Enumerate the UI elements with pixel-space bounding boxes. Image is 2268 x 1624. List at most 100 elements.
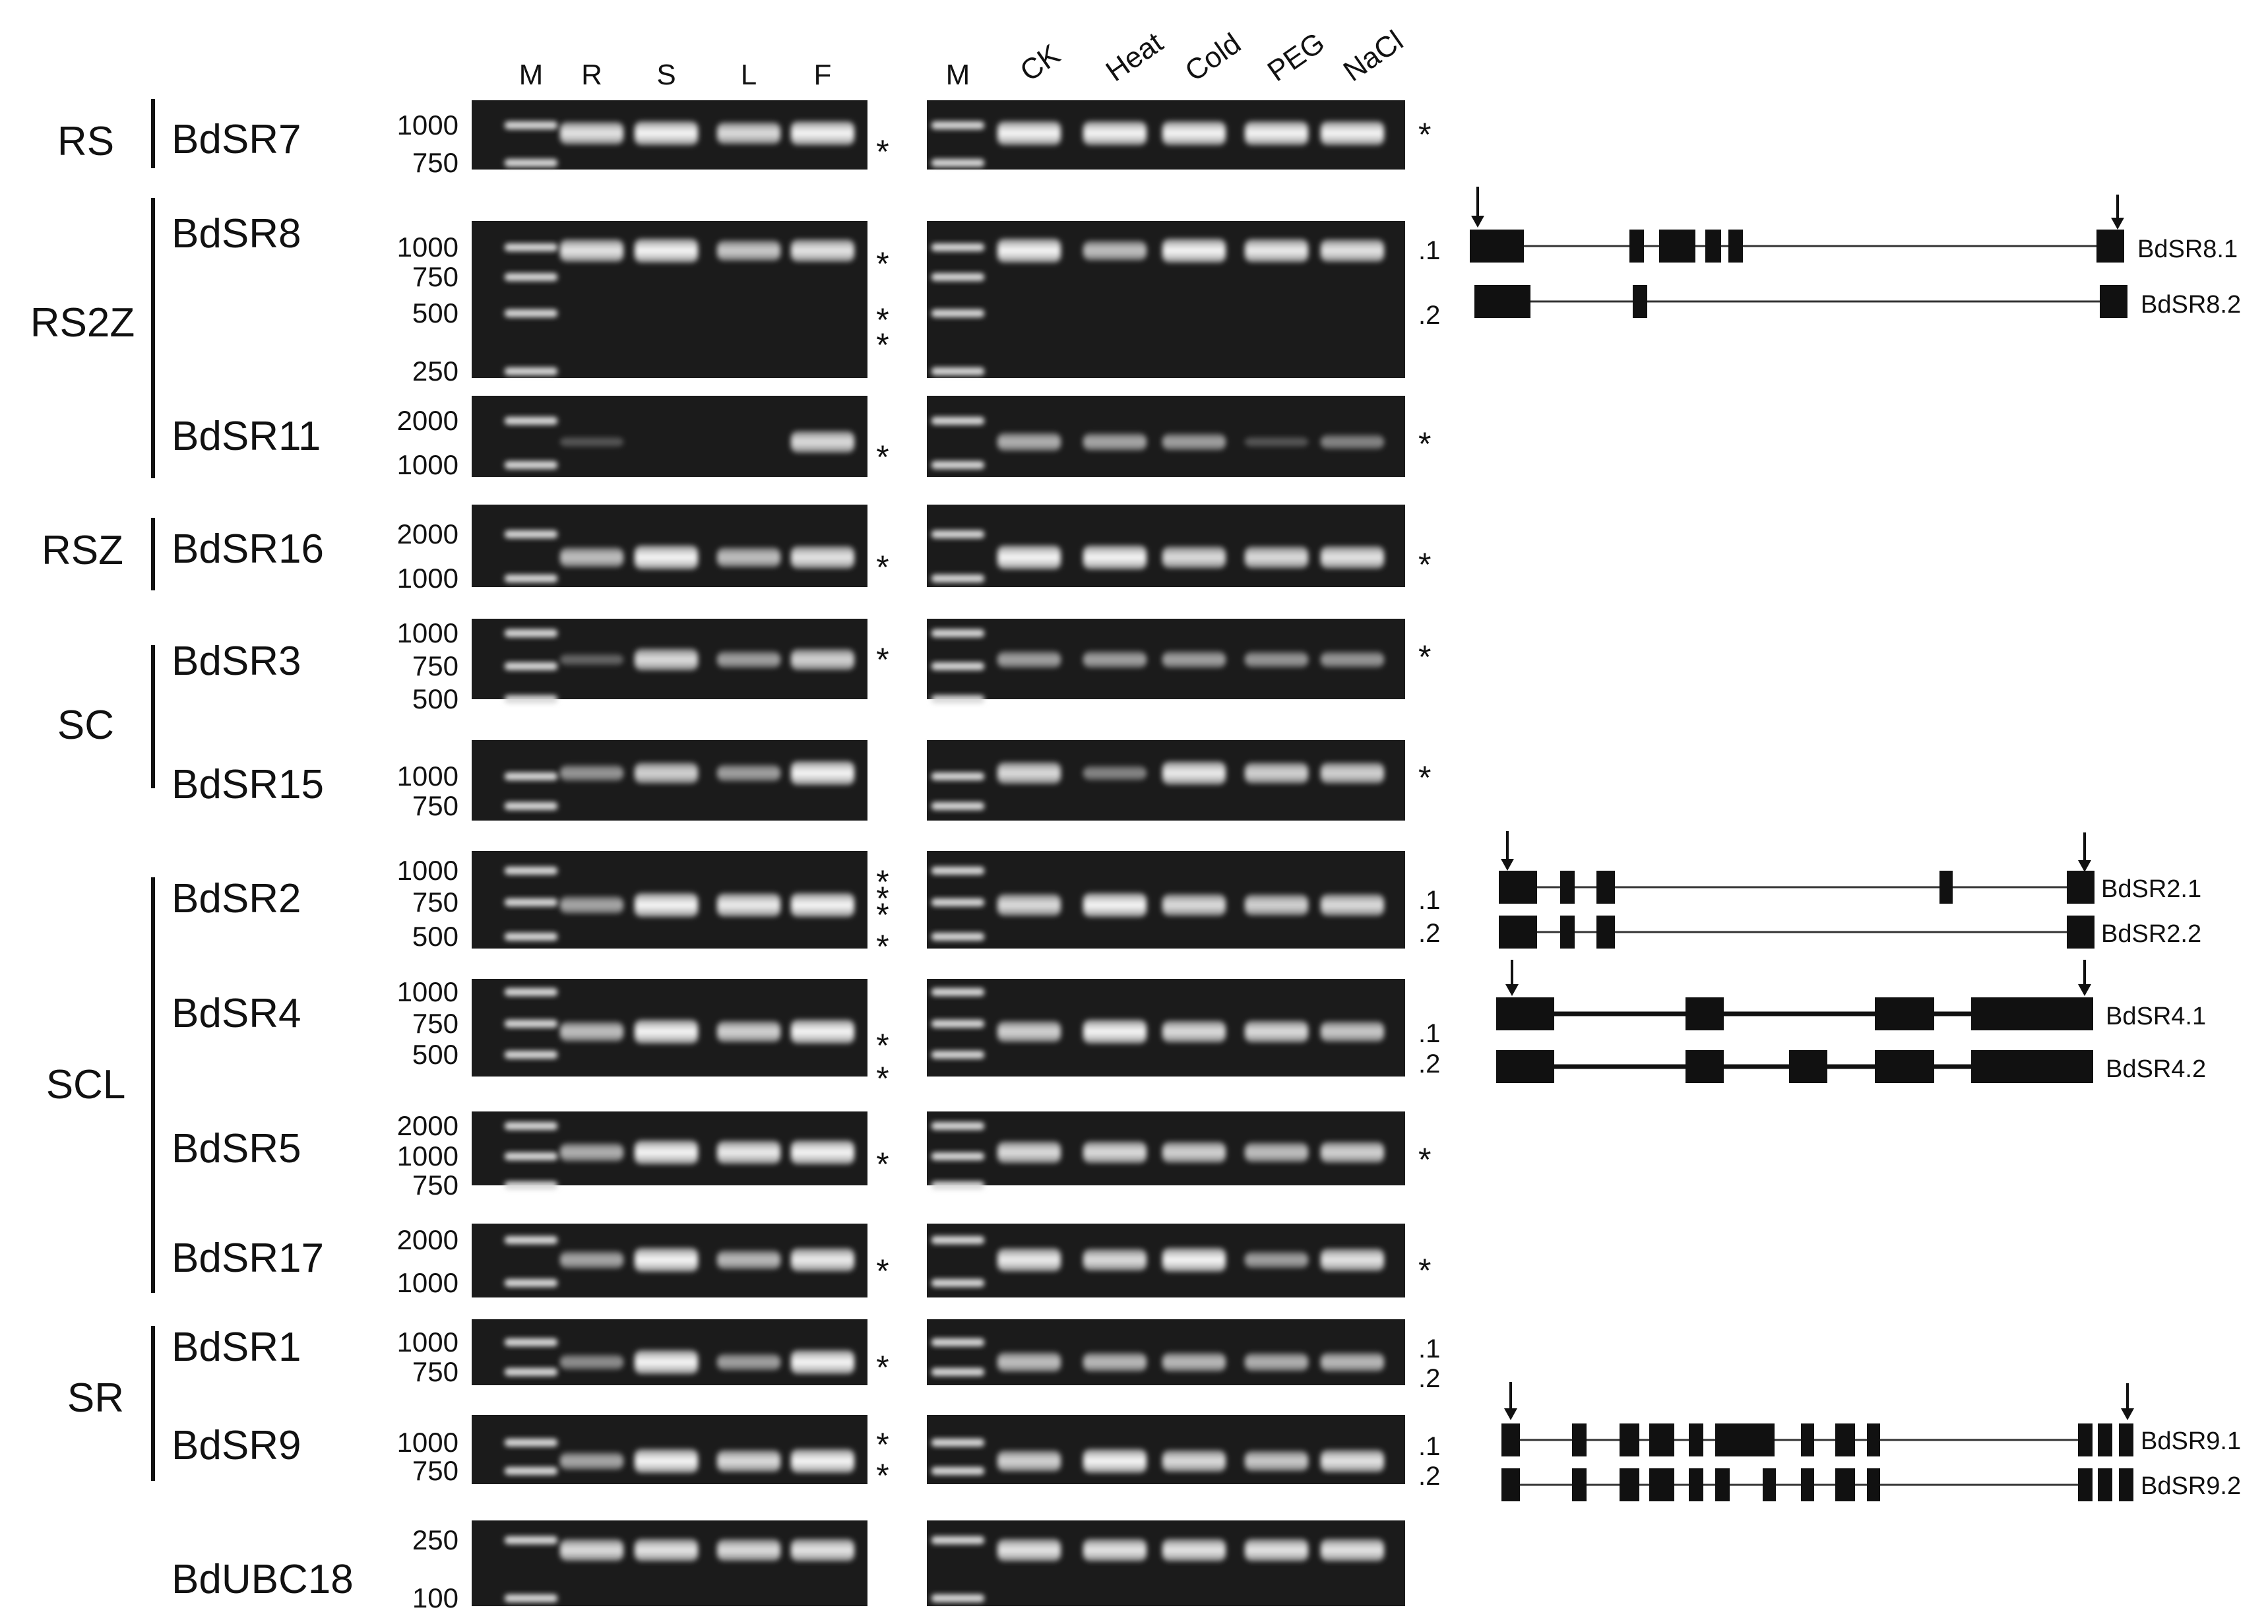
gel-background xyxy=(927,1415,1405,1484)
ladder-band xyxy=(505,1594,557,1602)
sample-band xyxy=(1245,437,1308,447)
sample-band xyxy=(1083,121,1147,145)
gel-panel-tissue xyxy=(472,1111,867,1189)
sample-band xyxy=(1162,239,1226,263)
sample-band xyxy=(635,648,698,671)
sample-band xyxy=(1245,1451,1308,1472)
ladder-band xyxy=(931,159,984,167)
gene-name: BdSR16 xyxy=(172,526,324,572)
sample-band xyxy=(791,1350,854,1374)
ladder-band xyxy=(505,1536,557,1544)
isoform-mark: * xyxy=(1418,425,1431,462)
isoform-asterisk: * xyxy=(876,863,889,900)
ladder-band xyxy=(931,417,984,425)
lane-label-stress-1: CK xyxy=(1015,38,1066,88)
ladder-band xyxy=(931,1279,984,1287)
sample-band xyxy=(717,651,780,668)
gel-background xyxy=(472,1520,867,1606)
sample-band xyxy=(1162,1352,1226,1372)
size-marker-label: 500 xyxy=(412,921,458,952)
isoform-mark: * xyxy=(1418,639,1431,675)
isoform-mark: * xyxy=(1418,1252,1431,1289)
gel-panel-stress xyxy=(927,1319,1405,1385)
size-marker-label: 1000 xyxy=(397,1267,458,1298)
ladder-band xyxy=(931,1536,984,1544)
ladder-band xyxy=(505,867,557,875)
sample-band xyxy=(1321,121,1384,145)
subfamily-groups: RS RS2Z RSZ SC SCL SR xyxy=(30,99,155,1481)
isoform-asterisk: * xyxy=(876,1146,889,1183)
sample-band xyxy=(1321,239,1384,262)
sample-band xyxy=(791,121,854,145)
sample-band xyxy=(717,1354,780,1371)
sample-band xyxy=(1083,1539,1147,1561)
gel-panel-stress xyxy=(927,1224,1405,1297)
sample-band xyxy=(1245,1353,1308,1371)
size-marker-label: 1000 xyxy=(397,1327,458,1358)
sample-band xyxy=(997,762,1061,784)
ladder-band xyxy=(505,1368,557,1376)
ladder-band xyxy=(505,530,557,538)
sample-band xyxy=(1162,546,1226,569)
gel-panel-stress xyxy=(927,221,1405,378)
gel-panel-tissue xyxy=(472,1224,867,1297)
stress-lane-headers: M CK Heat Cold PEG NaCl xyxy=(946,24,1409,91)
lane-label-tissue-1: R xyxy=(581,59,602,91)
isoform-asterisk: * xyxy=(876,327,889,363)
gel-panel-tissue xyxy=(472,221,867,378)
isoform-mark: * xyxy=(1418,1141,1431,1178)
gene-structure-bdsr4: BdSR4.1 BdSR4.2 xyxy=(1496,960,2206,1083)
isoform-mark: * xyxy=(1418,546,1431,583)
sample-band xyxy=(560,1452,623,1470)
ladder-band xyxy=(931,1152,984,1160)
isoform-mark: .2 xyxy=(1418,1364,1440,1393)
gel-row-bdsr11: BdSR11 2000 1000 * * xyxy=(172,396,1431,480)
isoform-mark: .2 xyxy=(1418,1049,1440,1078)
sample-band xyxy=(997,433,1061,451)
sample-band xyxy=(635,763,698,784)
sample-band xyxy=(1083,433,1147,451)
sample-band xyxy=(1245,894,1308,916)
isoform-mark: * xyxy=(1418,116,1431,153)
sample-band xyxy=(1083,1020,1147,1044)
isoform-label-bdsr2-2: BdSR2.2 xyxy=(2101,920,2201,948)
gel-panel-tissue xyxy=(472,851,867,949)
gel-panel-stress xyxy=(927,851,1405,949)
group-label-sr: SR xyxy=(67,1375,124,1421)
sample-band xyxy=(635,1539,698,1561)
sample-band xyxy=(1245,1142,1308,1162)
gene-name: BdSR5 xyxy=(172,1126,301,1171)
gel-panel-tissue xyxy=(472,1520,867,1606)
size-marker-label: 750 xyxy=(412,1170,458,1201)
ladder-band xyxy=(505,1338,557,1346)
gel-background xyxy=(927,1520,1405,1606)
isoform-asterisk: * xyxy=(876,1426,889,1463)
gene-name: BdUBC18 xyxy=(172,1557,354,1602)
gene-name: BdSR2 xyxy=(172,876,301,921)
sample-band xyxy=(791,761,854,785)
ladder-band xyxy=(505,273,557,281)
size-marker-label: 1000 xyxy=(397,563,458,594)
sample-band xyxy=(997,239,1061,263)
sample-band xyxy=(997,1141,1061,1164)
gel-row-bdsr16: BdSR16 2000 1000 * * xyxy=(172,505,1431,594)
sample-band xyxy=(635,1140,698,1164)
sample-band xyxy=(1321,1352,1384,1372)
sample-band xyxy=(717,1450,780,1472)
lane-label-stress-4: PEG xyxy=(1262,26,1331,88)
gel-row-bdsr7: BdSR7 1000 750 * * xyxy=(172,100,1431,178)
sample-band xyxy=(997,1352,1061,1372)
sample-band xyxy=(1162,1020,1226,1043)
gel-panel-stress xyxy=(927,1415,1405,1484)
ladder-band xyxy=(505,1181,557,1189)
gel-panel-tissue xyxy=(472,505,867,587)
sample-band xyxy=(717,547,780,567)
ladder-band xyxy=(505,367,557,375)
sample-band xyxy=(1321,546,1384,569)
ladder-band xyxy=(505,159,557,167)
sample-band xyxy=(1162,121,1226,145)
isoform-asterisk: * xyxy=(876,896,889,933)
sample-band xyxy=(1162,433,1226,451)
